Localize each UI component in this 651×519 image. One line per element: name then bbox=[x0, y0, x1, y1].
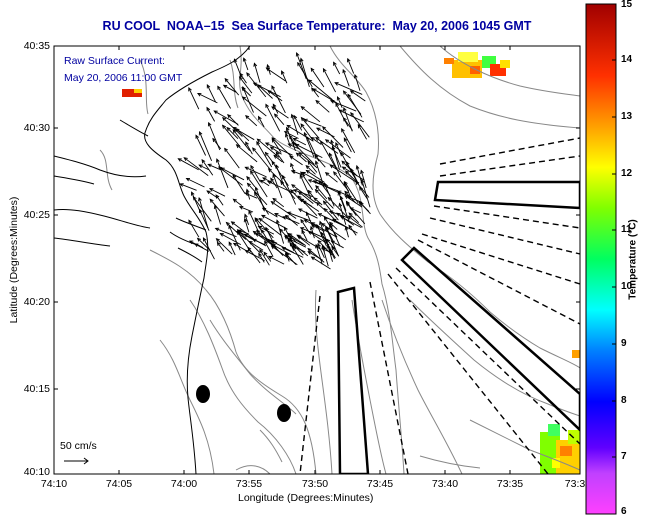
colorbar bbox=[585, 3, 617, 515]
sst-patch-southeast bbox=[540, 424, 580, 474]
xtick-label: 73:3 bbox=[564, 478, 586, 490]
plot-frame bbox=[53, 45, 581, 475]
xtick-label: 73:50 bbox=[301, 478, 329, 490]
sst-patch-small bbox=[572, 350, 580, 358]
colorbar-tick: 10 bbox=[621, 281, 633, 292]
radar-beam-boxes bbox=[336, 180, 580, 474]
current-vector-field bbox=[177, 52, 371, 270]
marker-ellipse-2 bbox=[277, 404, 291, 422]
colorbar-ticks bbox=[612, 59, 616, 458]
colorbar-tick: 14 bbox=[621, 54, 633, 65]
ytick-label: 40:30 bbox=[23, 122, 50, 134]
ytick-label: 40:25 bbox=[23, 209, 50, 221]
sst-patch-northeast bbox=[444, 52, 510, 78]
marker-ellipse-1 bbox=[196, 385, 210, 403]
colorbar-tick: 12 bbox=[621, 168, 633, 179]
ytick-label: 40:20 bbox=[23, 296, 50, 308]
xtick-label: 74:00 bbox=[170, 478, 198, 490]
colorbar-title: Temperature (°C) bbox=[627, 219, 639, 300]
x-axis-title: Longitude (Degrees:Minutes) bbox=[238, 492, 374, 504]
colorbar-tick: 13 bbox=[621, 111, 633, 122]
colorbar-tick: 7 bbox=[621, 451, 627, 462]
colorbar-tick: 9 bbox=[621, 338, 627, 349]
coastline bbox=[54, 46, 251, 474]
sst-patch-west bbox=[122, 89, 142, 97]
xtick-label: 73:35 bbox=[496, 478, 524, 490]
bathymetry-contours bbox=[99, 46, 580, 474]
xtick-label: 73:40 bbox=[431, 478, 459, 490]
ytick-label: 40:10 bbox=[23, 466, 50, 478]
colorbar-tick: 15 bbox=[621, 0, 633, 10]
colorbar-tick: 6 bbox=[621, 506, 627, 517]
axis-ticks bbox=[54, 46, 580, 474]
y-axis-title: Latitude (Degrees:Minutes) bbox=[8, 196, 20, 324]
scale-label: 50 cm/s bbox=[60, 440, 97, 452]
current-timestamp: May 20, 2006 11:00 GMT bbox=[64, 72, 183, 84]
colorbar-tick: 11 bbox=[621, 224, 632, 235]
xtick-label: 73:45 bbox=[366, 478, 394, 490]
current-label: Raw Surface Current: bbox=[64, 55, 165, 67]
xtick-label: 73:55 bbox=[235, 478, 263, 490]
xtick-label: 74:10 bbox=[40, 478, 68, 490]
colorbar-tick: 8 bbox=[621, 395, 627, 406]
ytick-label: 40:15 bbox=[23, 383, 50, 395]
scale-arrow-icon bbox=[64, 457, 89, 465]
ytick-label: 40:35 bbox=[23, 40, 50, 52]
radial-dashed-lines bbox=[299, 137, 580, 474]
map-title: RU COOL NOAA–15 Sea Surface Temperature:… bbox=[102, 19, 532, 33]
xtick-label: 74:05 bbox=[105, 478, 133, 490]
